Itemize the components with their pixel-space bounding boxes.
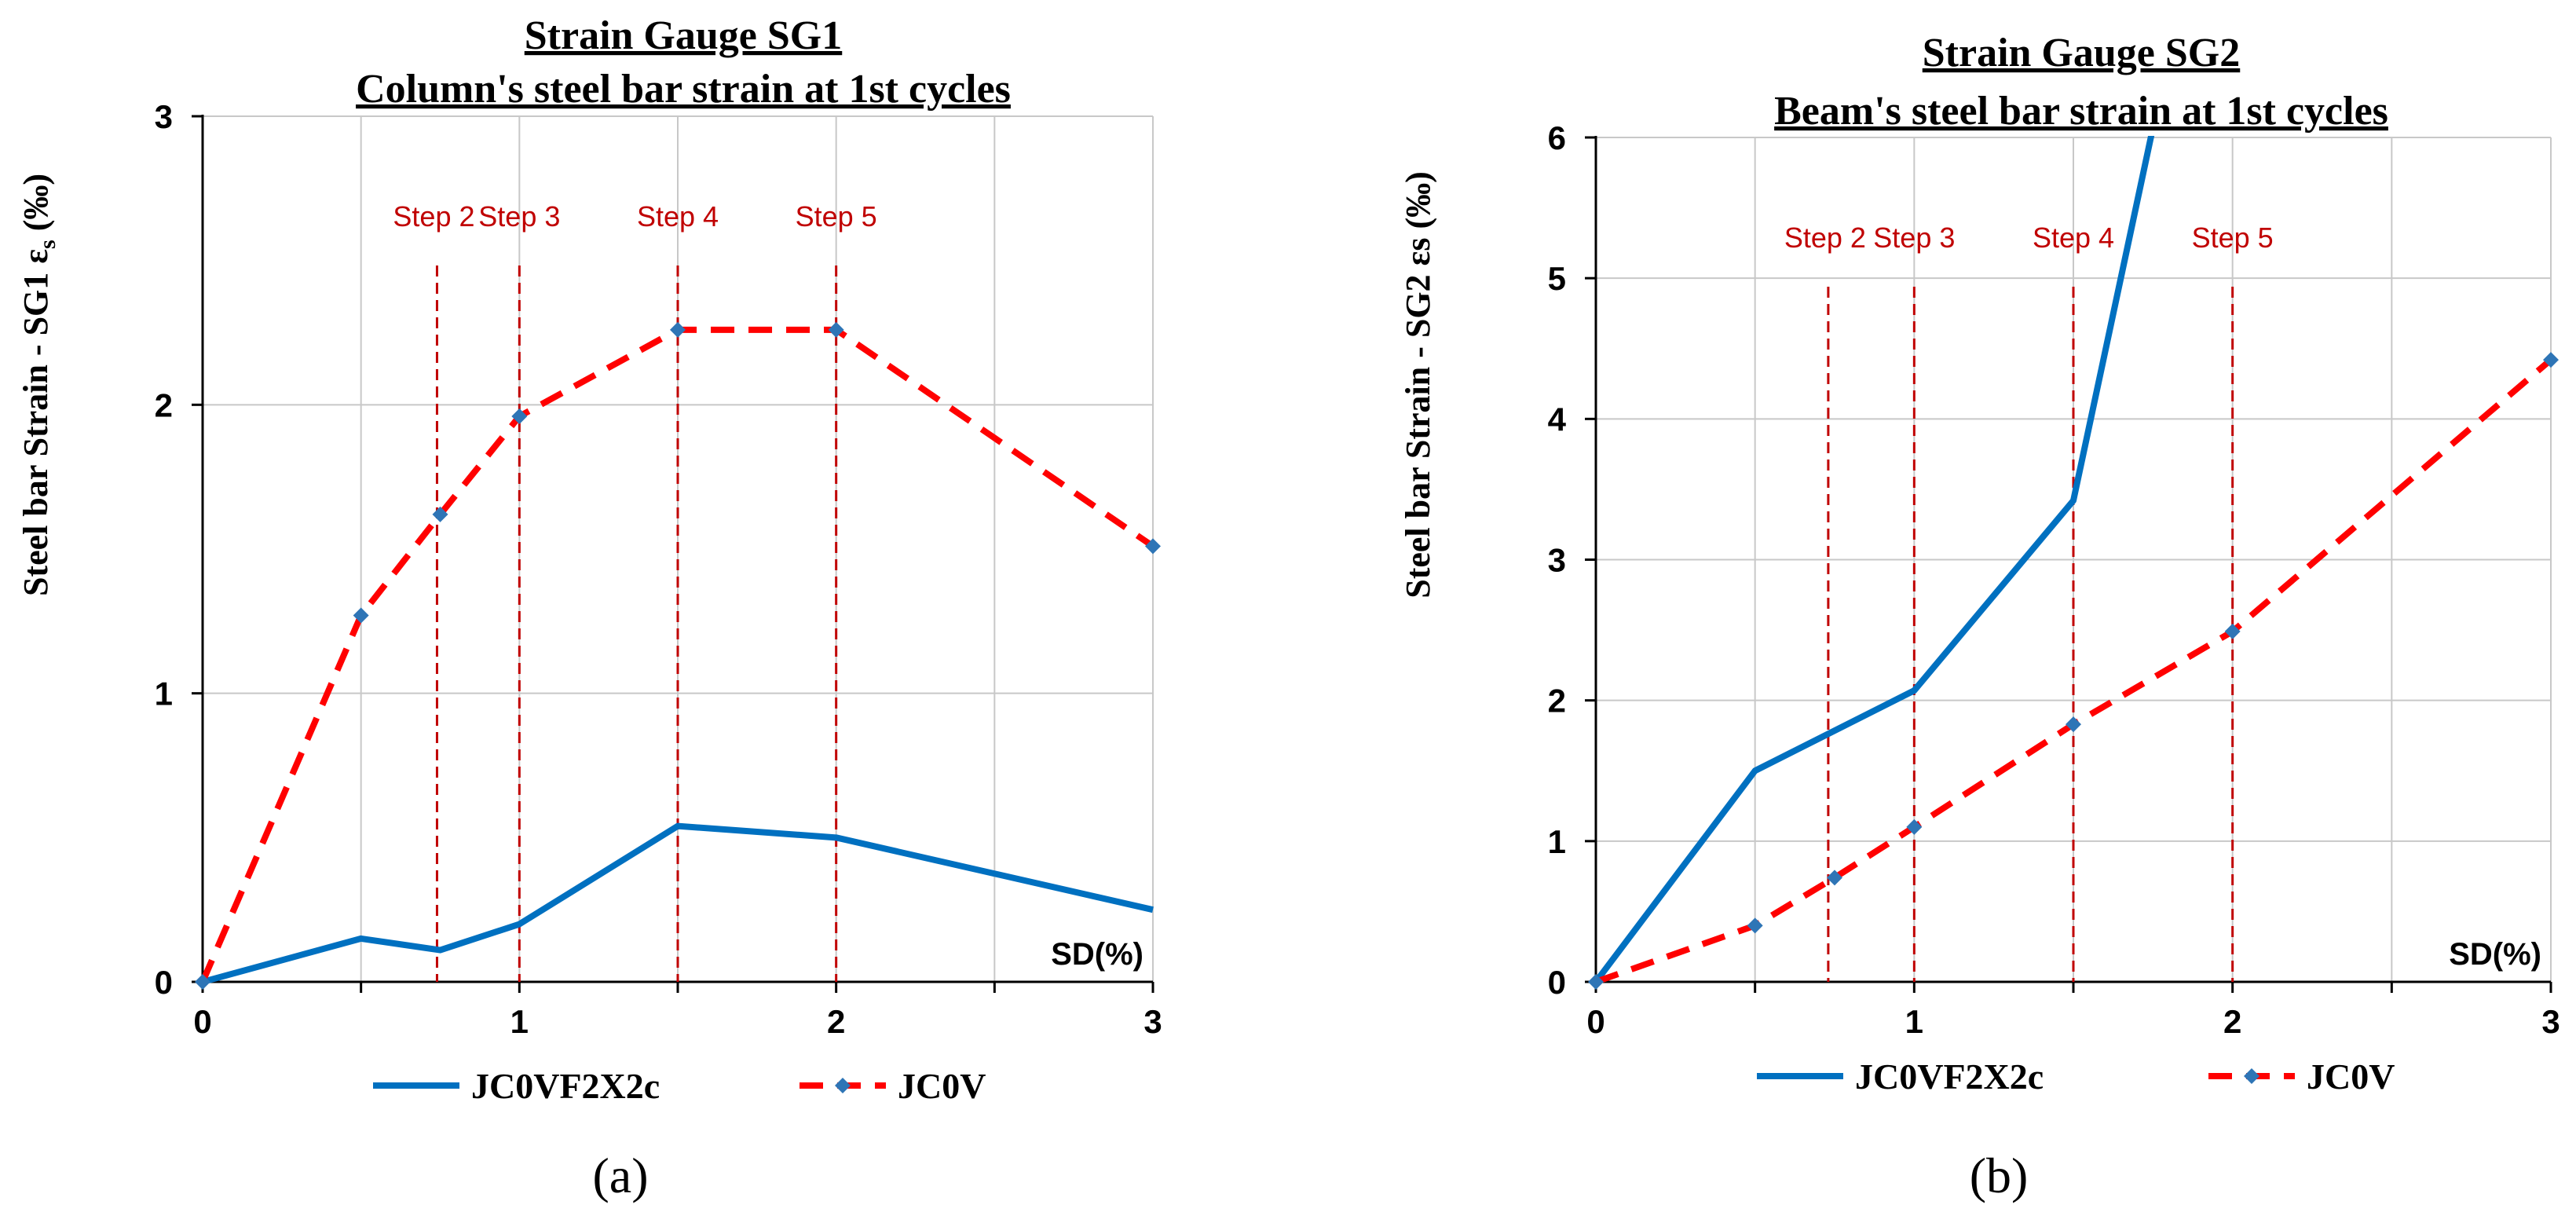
chart-title-line1: Strain Gauge SG1	[525, 13, 843, 58]
data-point-jc0v	[1145, 538, 1161, 555]
data-point-jc0v	[353, 607, 369, 624]
y-tick-label: 5	[1548, 260, 1566, 297]
x-tick-label: 2	[2223, 1003, 2241, 1040]
legend-label-jc0v: JC0V	[898, 1066, 986, 1106]
panel-label: (a)	[592, 1148, 648, 1203]
legend-marker-jc0v	[835, 1078, 851, 1093]
step-label: Step 3	[1873, 222, 1955, 254]
x-tick-label: 0	[1586, 1003, 1605, 1040]
x-tick-label: 1	[1905, 1003, 1923, 1040]
chart-title-line2: Column's steel bar strain at 1st cycles	[356, 67, 1011, 112]
x-tick-label: 3	[1143, 1003, 1162, 1040]
step-label: Step 4	[637, 200, 719, 233]
y-axis-label-unit: (‰)	[16, 174, 55, 240]
data-point-jc0v	[1588, 974, 1604, 990]
y-axis-label-main: Steel bar Strain - SG1 ε	[16, 249, 55, 596]
y-tick-label: 4	[1548, 401, 1567, 438]
x-tick-label: 3	[2541, 1003, 2560, 1040]
x-axis-label: SD(%)	[1051, 937, 1143, 972]
legend-marker-jc0v	[2244, 1068, 2259, 1084]
data-point-jc0v	[2066, 716, 2081, 733]
step-label: Step 2	[1784, 222, 1866, 254]
data-point-jc0v	[2224, 623, 2241, 639]
data-point-jc0v	[1906, 818, 1923, 835]
x-tick-label: 2	[827, 1003, 845, 1040]
y-axis-label-subscript: s	[35, 240, 60, 249]
legend: JC0VF2X2c JC0V	[373, 1066, 986, 1106]
y-tick-label: 3	[155, 98, 173, 135]
y-tick-label: 1	[155, 676, 173, 712]
data-point-jc0v	[195, 974, 210, 990]
y-axis-label: Steel bar Strain - SG2 εs (‰)	[1399, 171, 1437, 599]
y-axis-label: Steel bar Strain - SG1 εs (‰)	[16, 174, 60, 596]
y-tick-label: 6	[1548, 119, 1566, 156]
data-point-jc0v	[828, 321, 844, 338]
y-tick-label: 2	[1548, 683, 1566, 720]
step-label: Step 3	[478, 200, 560, 233]
y-tick-label: 3	[1548, 542, 1566, 579]
data-point-jc0v	[670, 321, 686, 338]
y-axis-label-unit: (‰)	[1399, 171, 1437, 237]
legend-label-jc0vf2x2c: JC0VF2X2c	[1855, 1056, 2044, 1097]
step-label: Step 5	[2192, 222, 2274, 254]
chart-title-line2: Beam's steel bar strain at 1st cycles	[1774, 89, 2388, 134]
series-line-jc0vf2x2c	[1596, 136, 2155, 983]
step-label: Step 2	[393, 200, 474, 233]
y-tick-label: 2	[155, 386, 173, 423]
y-tick-label: 1	[1548, 823, 1566, 860]
step-label: Step 4	[2033, 222, 2114, 254]
data-point-jc0v	[1747, 917, 1763, 934]
step-label: Step 5	[796, 200, 877, 233]
chart-title-line1: Strain Gauge SG2	[1923, 31, 2241, 75]
data-point-jc0v	[432, 506, 448, 522]
x-tick-label: 1	[510, 1003, 529, 1040]
legend-label-jc0v: JC0V	[2307, 1056, 2395, 1097]
data-point-jc0v	[511, 408, 528, 425]
series-line-jc0vf2x2c	[203, 822, 1154, 983]
legend: JC0VF2X2c JC0V	[1757, 1056, 2395, 1097]
data-point-jc0v	[2543, 352, 2559, 368]
y-tick-label: 0	[155, 964, 173, 1001]
y-tick-label: 0	[1548, 964, 1566, 1001]
panel-label: (b)	[1970, 1148, 2029, 1203]
y-axis-label-main: Steel bar Strain - SG2 εs	[1399, 238, 1437, 599]
data-point-jc0v	[1827, 870, 1842, 886]
x-tick-label: 0	[193, 1003, 211, 1040]
x-axis-label: SD(%)	[2449, 937, 2541, 972]
legend-label-jc0vf2x2c: JC0VF2X2c	[471, 1066, 660, 1106]
